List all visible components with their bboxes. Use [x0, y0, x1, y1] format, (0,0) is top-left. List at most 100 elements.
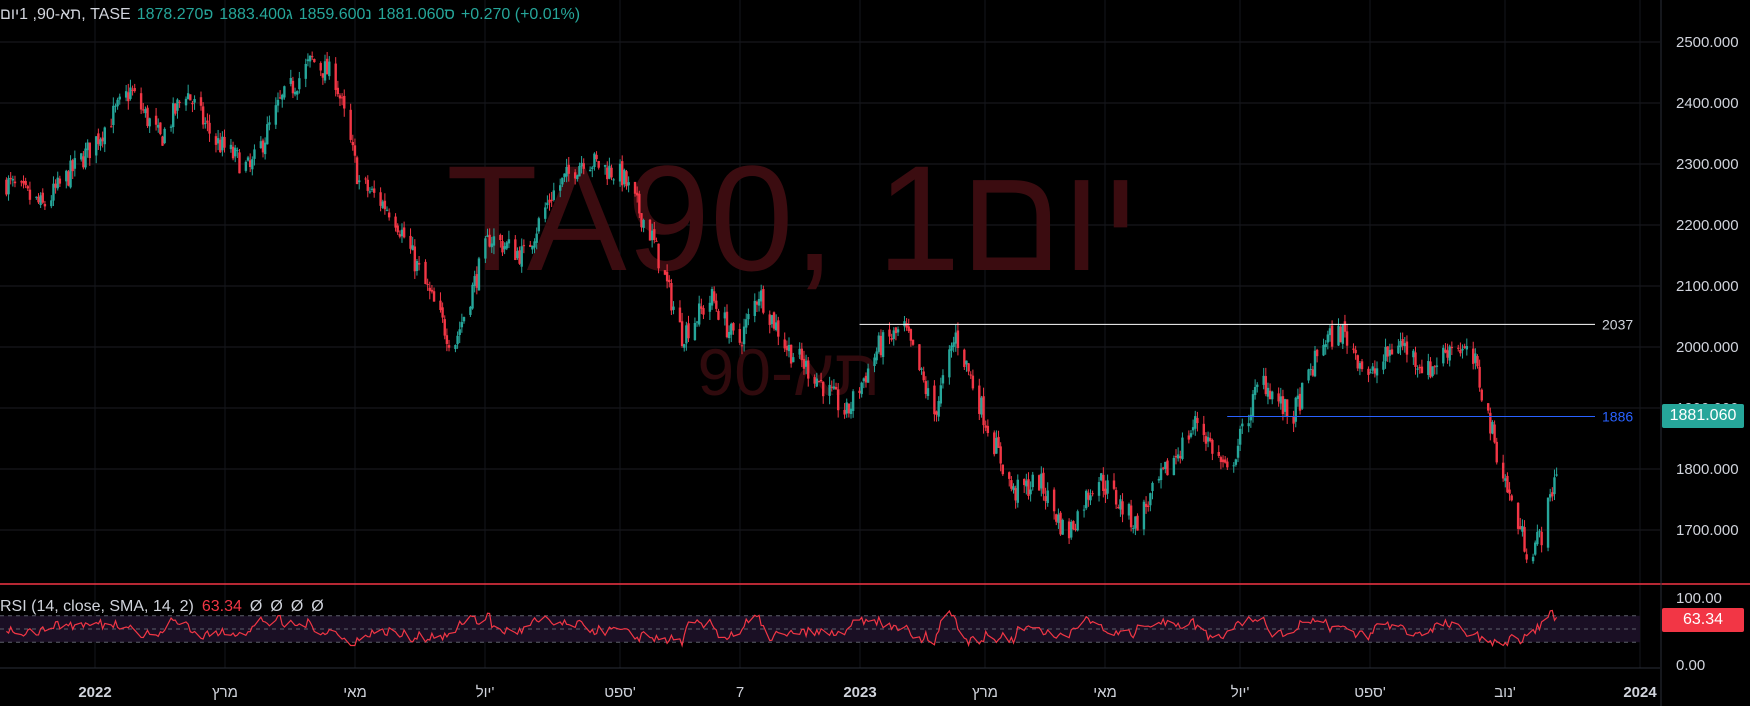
candle-body [417, 262, 421, 265]
candle-body [576, 175, 579, 180]
candle-body [1330, 325, 1334, 347]
horizontal-line-label: 1886 [1602, 409, 1633, 425]
rsi-legend[interactable]: RSI (14, close, SMA, 14, 2) 63.34 Ø Ø Ø … [0, 598, 324, 616]
candle-body [432, 291, 436, 302]
price-axis[interactable]: 2500.000 2400.000 2300.000 2200.000 2100.000… [1660, 0, 1739, 706]
candle-body [1067, 521, 1071, 539]
candle-body [458, 329, 461, 335]
candle-body [819, 379, 823, 382]
candle-body [1506, 475, 1509, 493]
candle-body [13, 181, 17, 184]
candle-body [364, 178, 367, 180]
candle-body [529, 244, 532, 247]
candle-body [146, 107, 149, 126]
candle-body [1194, 416, 1197, 429]
symbol-title[interactable]: תא-90, 1יום, TASE [0, 6, 131, 23]
candle-body [941, 375, 945, 384]
candle-body [1031, 474, 1034, 488]
candle-body [650, 230, 654, 241]
candle-body [860, 382, 863, 395]
symbol-legend[interactable]: תא-90, 1יום, TASE פ1878.270 ג1883.400 נ1… [0, 6, 580, 24]
candle-body [1401, 339, 1404, 346]
rsi-label[interactable]: RSI (14, close, SMA, 14, 2) [0, 598, 194, 615]
candle-body [159, 122, 162, 135]
candle-body [1256, 384, 1259, 387]
candle-body [1294, 397, 1297, 422]
candle-body [567, 164, 570, 174]
candle-body [413, 246, 417, 272]
candle-body [1161, 467, 1165, 469]
candle-body [759, 290, 763, 302]
candle-body [1209, 438, 1212, 441]
candle-body [685, 325, 688, 344]
candle-body [1271, 391, 1274, 400]
candle-body [742, 326, 746, 345]
candle-body [304, 63, 307, 79]
candle-body [638, 193, 641, 214]
candle-body [1181, 437, 1184, 460]
candle-body [1504, 478, 1507, 481]
time-axis[interactable]: 2022 מרץ מאי יול' ספט' 7 2023 מרץ מאי יול' ספט' נוב… [0, 667, 1660, 701]
candle-body [1450, 346, 1454, 349]
candle-body [328, 61, 331, 77]
candle-body [441, 307, 444, 318]
candle-body [822, 381, 825, 397]
candle-body [1414, 352, 1417, 367]
candle-body [935, 411, 938, 415]
candle-body [1179, 456, 1182, 459]
candle-body [1159, 468, 1163, 481]
candle-body [858, 390, 861, 394]
candle-body [323, 61, 327, 81]
candle-body [9, 177, 12, 179]
candle-body [1172, 457, 1176, 476]
time-tick-label: נוב' [1494, 684, 1516, 701]
candle-body [1010, 480, 1013, 489]
candle-body [1315, 349, 1319, 357]
candle-body [1232, 465, 1235, 467]
candle-body [1516, 502, 1520, 529]
candle-body [163, 128, 166, 144]
candle-body [1089, 495, 1092, 501]
candle-body [1465, 346, 1469, 350]
candle-body [1313, 350, 1317, 377]
candle-body [109, 126, 113, 128]
candle-body [24, 180, 27, 186]
candle-body [725, 311, 729, 338]
candle-body [1540, 531, 1543, 546]
candle-body [1266, 387, 1270, 397]
candle-body [926, 388, 930, 396]
candle-body [171, 103, 175, 128]
candle-body [1074, 528, 1077, 531]
candle-body [11, 178, 15, 181]
candle-body [1405, 341, 1409, 355]
candle-body [1157, 478, 1161, 481]
candle-body [400, 229, 404, 237]
candle-body [708, 302, 712, 312]
watermark-main: TA90, 1יום [446, 134, 1140, 302]
candle-body [924, 381, 928, 395]
time-tick-label: מרץ [972, 684, 998, 701]
candle-body [745, 319, 748, 328]
candle-body [20, 181, 23, 183]
candle-body [1523, 527, 1526, 552]
candle-body [402, 227, 406, 238]
candle-body [612, 179, 615, 181]
candle-body [221, 136, 224, 151]
candle-body [336, 87, 340, 95]
candle-body [1044, 496, 1047, 502]
candle-body [633, 181, 637, 194]
candle-body [43, 204, 47, 207]
candle-body [1546, 497, 1550, 548]
candle-body [124, 91, 128, 98]
candle-body [253, 149, 256, 159]
candle-body [69, 160, 72, 188]
candle-body [1082, 509, 1086, 511]
candle-body [1493, 424, 1496, 443]
candle-body [1397, 345, 1400, 354]
candle-body [278, 97, 282, 99]
candle-body [1217, 452, 1220, 456]
candle-body [176, 99, 179, 111]
candle-body [353, 145, 357, 156]
candle-body [251, 159, 254, 170]
